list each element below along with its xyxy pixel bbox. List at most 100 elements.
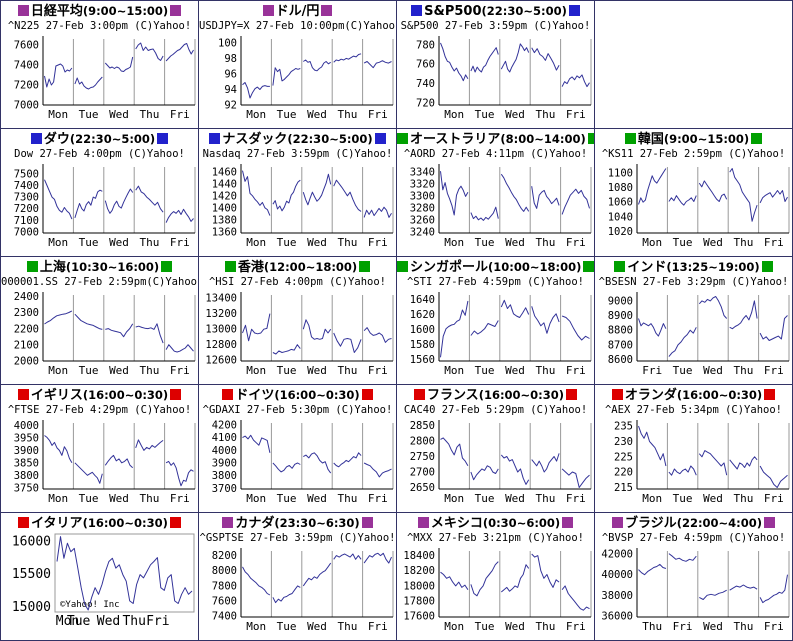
y-tick-label: 7200 <box>14 203 39 215</box>
market-title-link[interactable]: イギリス(16:00~0:30) <box>1 387 198 404</box>
market-title-link[interactable]: 上海(10:30~16:00) <box>1 259 198 276</box>
y-tick-label: 100 <box>218 37 237 49</box>
chart-usdjpy[interactable]: 100 98 96 94 92 Mon Tue Wed Thu Fri <box>199 33 397 126</box>
x-day-label: Thu <box>337 364 357 377</box>
y-tick-label: 9000 <box>608 295 633 307</box>
market-title-link[interactable]: インド(13:25~19:00) <box>595 259 792 276</box>
y-tick-label: 2300 <box>14 307 39 319</box>
marker-square-icon <box>222 389 234 400</box>
y-tick-label: 1020 <box>608 226 633 238</box>
y-tick-label: 7100 <box>14 215 39 227</box>
y-tick-label: 7400 <box>14 60 39 72</box>
marker-square-icon <box>587 133 594 144</box>
chart-brazil[interactable]: 42000 40000 38000 36000 Thu Fri Wed Thu Fri <box>595 545 793 638</box>
x-day-label: Thu <box>337 236 357 249</box>
market-title-link[interactable]: カナダ(23:30~6:30) <box>199 515 396 532</box>
market-title-link[interactable]: オランダ(16:00~0:30) <box>595 387 792 404</box>
y-tick-label: 13000 <box>205 324 237 336</box>
y-tick-label: 18000 <box>403 580 435 592</box>
x-day-label: Fri <box>764 236 784 249</box>
marker-square-icon <box>170 5 182 16</box>
chart-canada[interactable]: 8200 8000 7800 7600 7400 Mon Tue Wed Thu Fri <box>199 545 397 638</box>
panel-singapore: シンガポール(10:00~18:00) ^STI 27-Feb 4:59pm (C… <box>397 257 595 385</box>
chart-france[interactable]: 2850 2800 2750 2700 2650 Mon Tue Wed Thu Fri <box>397 417 595 510</box>
trading-hours: (12:00~18:00) <box>263 260 358 274</box>
marker-square-icon <box>417 517 429 528</box>
market-name: ナスダック <box>222 132 288 147</box>
chart-korea[interactable]: 1100 1080 1060 1040 1020 Mon Tue Wed Thu Fri <box>595 161 793 254</box>
market-name: シンガポール <box>410 260 489 275</box>
y-tick-label: 40000 <box>601 569 633 581</box>
x-day-label: Wed <box>307 492 327 505</box>
y-tick-label: 1420 <box>212 190 237 202</box>
market-name: ドル/円 <box>275 4 320 19</box>
y-tick-label: 230 <box>614 436 633 448</box>
market-title-link[interactable]: オーストラリア(8:00~14:00) <box>397 131 594 148</box>
panel-shanghai: 上海(10:30~16:00) 000001.SS 27-Feb 2:59pm(C… <box>1 257 199 385</box>
market-name: イギリス <box>30 388 83 403</box>
marker-square-icon <box>30 133 42 144</box>
market-title-link[interactable]: メキシコ(0:30~6:00) <box>397 515 594 532</box>
x-day-label: Tue <box>277 108 297 121</box>
market-title-link[interactable]: フランス(16:00~0:30) <box>397 387 594 404</box>
chart-shanghai[interactable]: 2400 2300 2200 2100 2000 Mon Tue Wed Thu Fri <box>1 289 199 382</box>
x-day-label: Tue <box>79 108 99 121</box>
y-tick-label: 3340 <box>410 166 435 178</box>
y-tick-label: 18400 <box>403 550 435 562</box>
marker-square-icon <box>26 261 38 272</box>
market-title-link[interactable]: ブラジル(22:00~4:00) <box>595 515 792 532</box>
y-tick-label: 1040 <box>608 211 633 223</box>
y-tick-label: 2750 <box>410 451 435 463</box>
x-day-label: Mon <box>444 236 464 249</box>
y-tick-label: 7500 <box>14 168 39 180</box>
trading-hours: (16:00~0:30) <box>82 516 168 530</box>
x-day-label: Fri <box>170 108 190 121</box>
ticker-timestamp-line: ^GDAXI 27-Feb 5:30pm (C)Yahoo! <box>202 404 393 416</box>
trading-hours: (9:00~15:00) <box>82 4 169 18</box>
market-title-link[interactable]: シンガポール(10:00~18:00) <box>397 259 594 276</box>
y-tick-label: 8000 <box>212 565 237 577</box>
chart-netherlands[interactable]: 235 230 225 220 215 Mon Tue Wed Thu Fri <box>595 417 793 510</box>
y-tick-label: 3260 <box>410 214 435 226</box>
market-name: イタリア <box>31 516 83 531</box>
market-title-link[interactable]: イタリア(16:00~0:30) <box>1 515 198 532</box>
market-title-link[interactable]: ドル/円 <box>199 3 396 20</box>
marker-square-icon <box>624 133 636 144</box>
chart-nikkei[interactable]: 7600 7400 7200 7000 Mon Tue Wed Thu Fri <box>1 33 199 126</box>
market-title-link[interactable]: ダウ(22:30~5:00) <box>1 131 198 148</box>
panel-india: インド(13:25~19:00) ^BSESN 27-Feb 3:29pm (C)… <box>595 257 793 385</box>
ticker-timestamp-line: USDJPY=X 27-Feb 10:00pm(C)Yahoo! <box>199 20 397 32</box>
market-title-link[interactable]: 香港(12:00~18:00) <box>199 259 396 276</box>
market-name: 上海 <box>39 260 66 275</box>
panel-uk: イギリス(16:00~0:30) ^FTSE 27-Feb 4:29pm (C)Y… <box>1 385 199 513</box>
market-title-link[interactable]: 日経平均(9:00~15:00) <box>1 3 198 20</box>
marker-square-icon <box>170 389 182 400</box>
y-tick-label: 2000 <box>14 356 39 368</box>
market-title-link[interactable]: S&P500(22:30~5:00) <box>397 3 594 20</box>
chart-sp500[interactable]: 780 760 740 720 Mon Tue Wed Thu Fri <box>397 33 595 126</box>
market-title-link[interactable]: ドイツ(16:00~0:30) <box>199 387 396 404</box>
market-title-link[interactable]: 韓国(9:00~15:00) <box>595 131 792 148</box>
chart-singapore[interactable]: 1640 1620 1600 1580 1560 Mon Tue Wed Thu Fri <box>397 289 595 382</box>
x-day-label: Wed <box>307 236 327 249</box>
x-day-label: Fri <box>368 364 388 377</box>
x-day-label: Tue <box>475 236 495 249</box>
market-title-link[interactable]: ナスダック(22:30~5:00) <box>199 131 396 148</box>
ticker-timestamp-line: ^FTSE 27-Feb 4:29pm (C)Yahoo! <box>7 404 192 416</box>
chart-hongkong[interactable]: 13400 13200 13000 12800 12600 Mon Tue Wed Thu Fri <box>199 289 397 382</box>
x-day-label: Tue <box>475 364 495 377</box>
y-tick-label: 92 <box>224 100 237 112</box>
chart-india[interactable]: 9000 8900 8800 8700 8600 Fri Tue Wed Thu Fri <box>595 289 793 382</box>
chart-mexico[interactable]: 18400 18200 18000 17800 17600 Mon Tue Wed Thu Fri <box>397 545 595 638</box>
panel-nasdaq: ナスダック(22:30~5:00) Nasdaq 27-Feb 3:59pm (C… <box>199 129 397 257</box>
marker-square-icon <box>611 389 623 400</box>
y-tick-label: 38000 <box>601 590 633 602</box>
y-tick-label: 8800 <box>608 325 633 337</box>
